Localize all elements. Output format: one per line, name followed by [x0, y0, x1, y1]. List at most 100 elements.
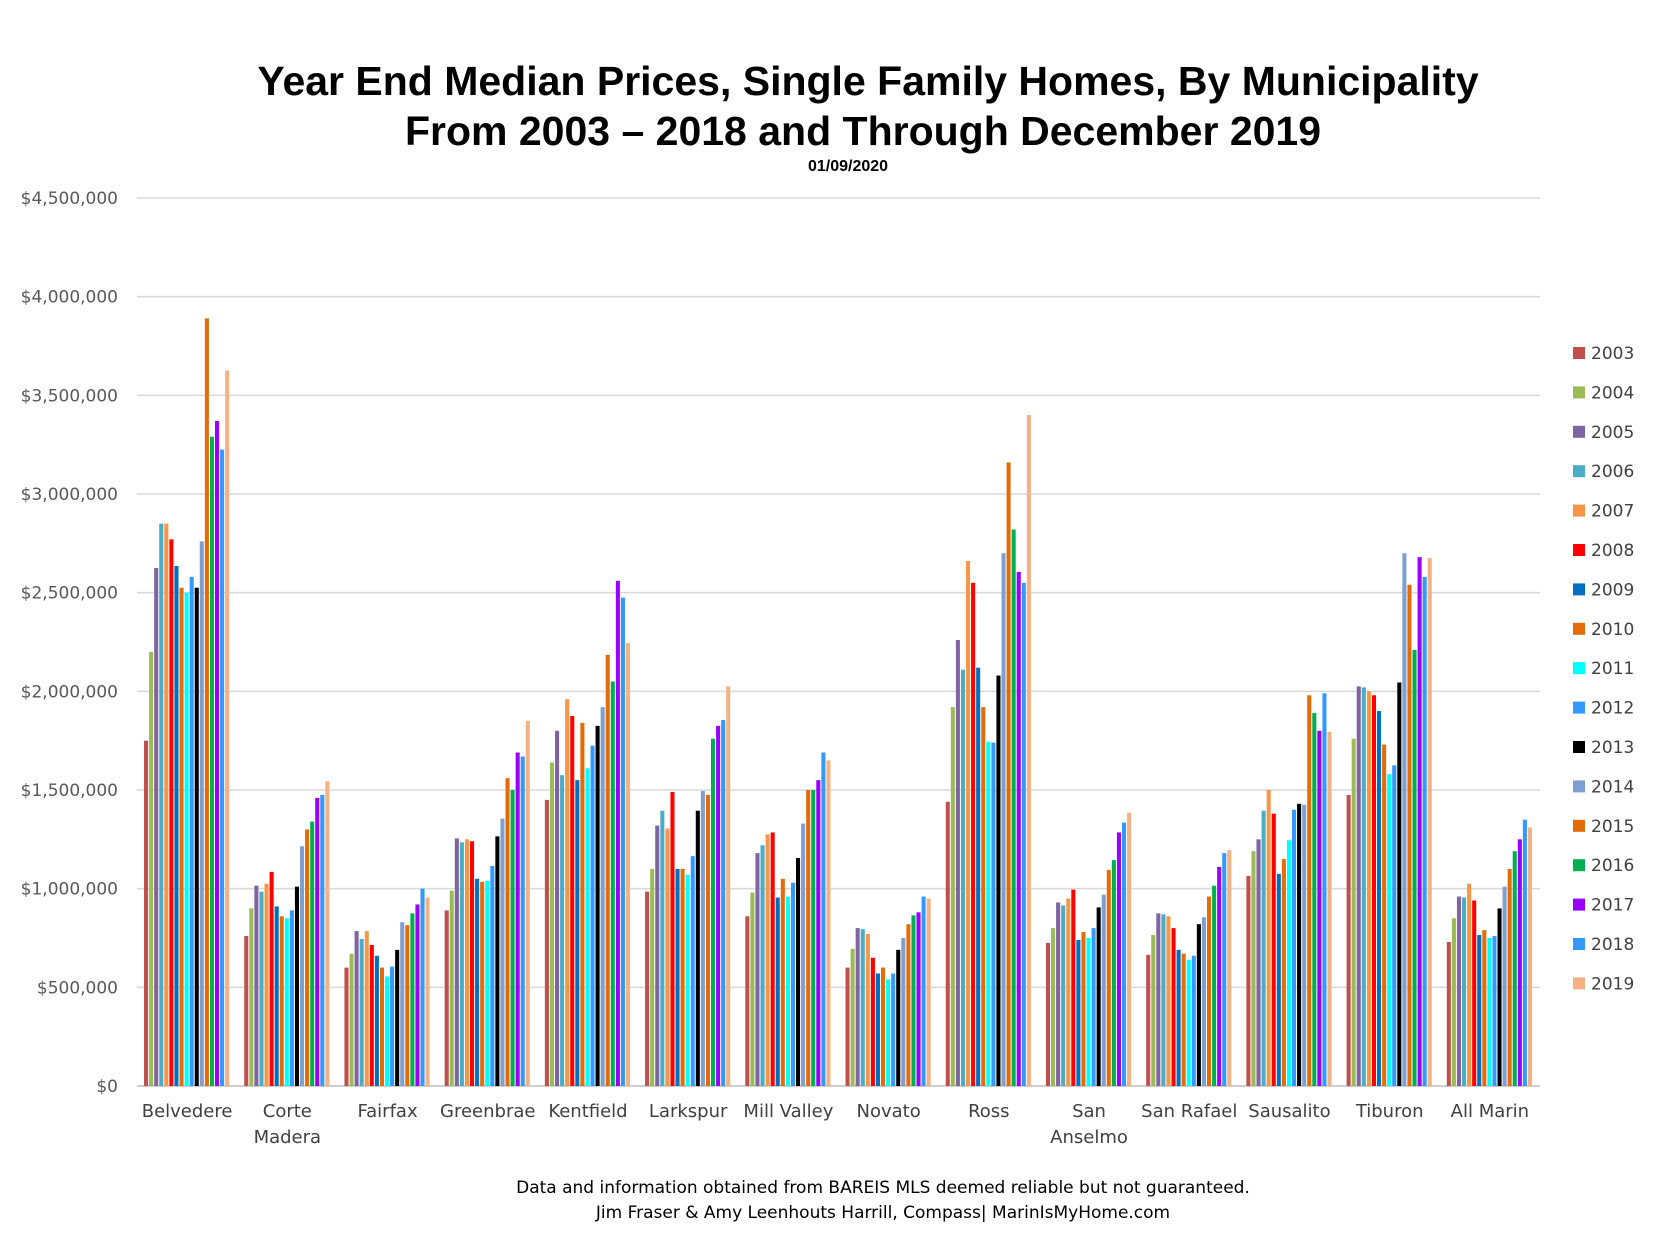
bar-2006 — [860, 929, 865, 1086]
bar-2003 — [745, 916, 750, 1086]
bar-2016 — [1111, 860, 1116, 1086]
bar-2005 — [1056, 902, 1061, 1086]
bar-2008 — [1171, 928, 1176, 1086]
bar-2009 — [174, 566, 179, 1086]
bar-2015 — [1507, 868, 1512, 1086]
bar-2004 — [1351, 738, 1356, 1086]
bar-2005 — [555, 730, 560, 1086]
bar-2004 — [249, 908, 254, 1086]
bar-2010 — [981, 707, 986, 1086]
bar-2009 — [475, 878, 480, 1086]
bar-2019 — [926, 898, 931, 1086]
chart-subtitle: From 2003 – 2018 and Through December 20… — [404, 108, 1322, 154]
bar-2006 — [159, 523, 164, 1086]
bar-2004 — [650, 868, 655, 1086]
y-tick-label: $0 — [96, 1077, 118, 1097]
bar-2005 — [254, 885, 259, 1086]
bar-2010 — [1081, 932, 1086, 1086]
legend-label: 2009 — [1591, 580, 1634, 600]
bar-2003 — [344, 967, 349, 1086]
x-tick-label: Ross — [968, 1101, 1009, 1122]
bar-2016 — [1212, 885, 1217, 1086]
bar-2005 — [154, 568, 159, 1086]
bar-2009 — [1076, 939, 1081, 1086]
bar-2016 — [310, 821, 315, 1086]
bar-2018 — [721, 719, 726, 1086]
legend-label: 2004 — [1591, 383, 1634, 403]
bars — [144, 318, 1532, 1087]
bar-2017 — [816, 780, 821, 1086]
bar-2011 — [685, 874, 690, 1086]
bar-2014 — [1001, 553, 1006, 1086]
bar-2013 — [1497, 908, 1502, 1086]
legend-swatch — [1573, 780, 1585, 793]
bar-2006 — [1361, 687, 1366, 1086]
bar-2017 — [716, 725, 721, 1086]
bar-2011 — [986, 741, 991, 1086]
bar-2005 — [1256, 839, 1261, 1086]
legend-label: 2003 — [1591, 344, 1634, 364]
x-tick-label: All Marin — [1451, 1101, 1529, 1122]
x-tick-label: Madera — [254, 1127, 322, 1148]
bar-2017 — [1517, 839, 1522, 1086]
bar-2013 — [294, 886, 299, 1086]
bar-2013 — [896, 949, 901, 1086]
bar-2018 — [320, 794, 325, 1086]
bar-2003 — [1346, 794, 1351, 1086]
x-tick-label: Fairfax — [357, 1101, 418, 1122]
bar-2012 — [1191, 955, 1196, 1086]
bar-2018 — [821, 752, 826, 1086]
bar-2015 — [906, 924, 911, 1086]
bar-2008 — [1472, 900, 1477, 1086]
legend-label: 2015 — [1591, 817, 1634, 837]
bar-2003 — [1246, 875, 1251, 1086]
bar-2018 — [520, 756, 525, 1086]
bar-2018 — [1522, 819, 1527, 1086]
bar-2007 — [464, 839, 470, 1086]
bar-2011 — [886, 979, 891, 1086]
bar-2006 — [459, 842, 464, 1086]
bar-2015 — [1307, 695, 1312, 1086]
bar-2015 — [1206, 896, 1212, 1086]
x-tick-label: Tiburon — [1355, 1101, 1424, 1122]
x-axis: Belvedere Corte Madera Fairfax Greenbrae Kent… — [142, 1101, 1529, 1148]
bar-2005 — [855, 928, 860, 1086]
y-tick-label: $4,500,000 — [21, 189, 118, 209]
bar-2010 — [680, 868, 685, 1086]
legend-swatch — [1573, 583, 1585, 596]
y-tick-label: $500,000 — [37, 978, 118, 998]
bar-2012 — [891, 973, 896, 1086]
bar-2005 — [955, 640, 960, 1086]
x-tick-label: Belvedere — [142, 1101, 233, 1122]
bar-2010 — [580, 722, 585, 1086]
bar-2016 — [510, 790, 515, 1086]
bar-2016 — [710, 738, 716, 1086]
bar-2014 — [1402, 553, 1407, 1086]
bar-2010 — [1181, 953, 1186, 1086]
legend-label: 2013 — [1591, 738, 1634, 758]
bar-2012 — [189, 576, 194, 1086]
legend-label: 2018 — [1591, 935, 1634, 955]
bar-2005 — [1356, 686, 1361, 1086]
bar-2013 — [1196, 924, 1201, 1086]
bar-2017 — [1317, 730, 1322, 1086]
bar-2013 — [695, 810, 700, 1086]
bar-2014 — [500, 818, 505, 1086]
bar-2014 — [1201, 917, 1206, 1086]
legend-label: 2008 — [1591, 541, 1634, 561]
bar-2016 — [811, 790, 816, 1086]
bar-2017 — [315, 797, 320, 1086]
bar-2019 — [225, 370, 230, 1087]
bar-2013 — [1096, 907, 1101, 1086]
bar-2017 — [1116, 832, 1121, 1086]
x-tick-label: Anselmo — [1050, 1127, 1128, 1148]
bar-2008 — [169, 539, 174, 1086]
bar-2007 — [364, 931, 369, 1086]
bar-2016 — [1512, 851, 1517, 1086]
bar-2014 — [600, 707, 605, 1086]
bar-2009 — [976, 667, 981, 1086]
bar-2019 — [325, 781, 330, 1086]
x-tick-label: Mill Valley — [743, 1101, 833, 1122]
